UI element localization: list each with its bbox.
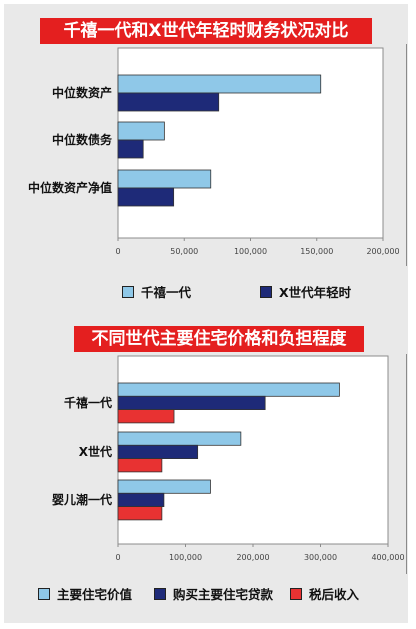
chart2-xtick-label-1: 100,000 <box>169 553 202 562</box>
chart2-bar-0-1 <box>117 395 266 410</box>
legend-label-after-tax-income: 税后收入 <box>309 587 360 602</box>
legend-swatch-genx-young <box>260 285 272 298</box>
chart2-legend-3: 税后收入 <box>290 584 359 603</box>
chart1-title: 千禧一代和X世代年轻时财务状况对比 <box>40 18 372 44</box>
chart2-legend-1: 主要住宅价值 <box>38 584 132 603</box>
chart1-xtick-label-4: 200,000 <box>366 247 399 256</box>
chart2-xtick-label-0: 0 <box>115 553 120 562</box>
chart1-category-label-1: 中位数债务 <box>52 132 113 147</box>
infographic-panel: 千禧一代和X世代年轻时财务状况对比 中位数资产中位数债务中位数资产净值 0 50,0… <box>4 4 408 623</box>
chart1-bar-0-1 <box>117 92 220 112</box>
chart2-title: 不同世代主要住宅价格和负担程度 <box>74 326 364 352</box>
chart1-xtick-label-1: 50,000 <box>170 247 198 256</box>
chart2-category-label-1: X世代 <box>79 444 112 459</box>
chart1-category-label-0: 中位数资产 <box>52 85 112 100</box>
chart2-bar-1-0 <box>117 431 242 446</box>
chart2-xtick-label-4: 400,000 <box>371 553 404 562</box>
chart2-xtick-label-3: 300,000 <box>304 553 337 562</box>
right-edge-line-top <box>406 44 407 266</box>
chart2-bar-1-2 <box>117 458 163 473</box>
chart1-bar-2-1 <box>117 187 175 207</box>
chart2-bar-1-1 <box>117 444 199 459</box>
chart2-legend-2: 购买主要住宅贷款 <box>154 584 273 603</box>
right-edge-line-bottom <box>406 354 407 574</box>
chart2-bar-0-2 <box>117 409 175 424</box>
legend-label-millennials: 千禧一代 <box>141 285 192 300</box>
chart2-bar-2-2 <box>117 506 163 521</box>
legend-label-genx-young: X世代年轻时 <box>279 285 352 300</box>
chart2-category-label-2: 婴儿潮一代 <box>52 492 112 507</box>
chart2-bar-0-0 <box>117 382 340 397</box>
chart1-xtick-label-3: 150,000 <box>300 247 333 256</box>
chart1-xtick-label-0: 0 <box>115 247 120 256</box>
chart2-category-label-0: 千禧一代 <box>64 395 112 410</box>
chart1-legend: 千禧一代 <box>122 282 191 301</box>
chart1-xtick-label-2: 100,000 <box>234 247 267 256</box>
legend-label-home-loan: 购买主要住宅贷款 <box>173 587 274 602</box>
legend-label-home-value: 主要住宅价值 <box>57 587 133 602</box>
legend-swatch-home-value <box>38 587 50 600</box>
chart2-bar-2-1 <box>117 492 165 507</box>
chart2-xtick-label-2: 200,000 <box>236 553 269 562</box>
chart2-bar-2-0 <box>117 479 211 494</box>
chart1-bar-1-1 <box>117 139 144 159</box>
chart1-category-label-2: 中位数资产净值 <box>28 180 112 195</box>
chart1-bar-0-0 <box>117 74 322 94</box>
legend-swatch-after-tax-income <box>290 587 302 600</box>
legend-swatch-millennials <box>122 285 134 298</box>
chart1-legend-2: X世代年轻时 <box>260 282 351 301</box>
legend-swatch-home-loan <box>154 587 166 600</box>
